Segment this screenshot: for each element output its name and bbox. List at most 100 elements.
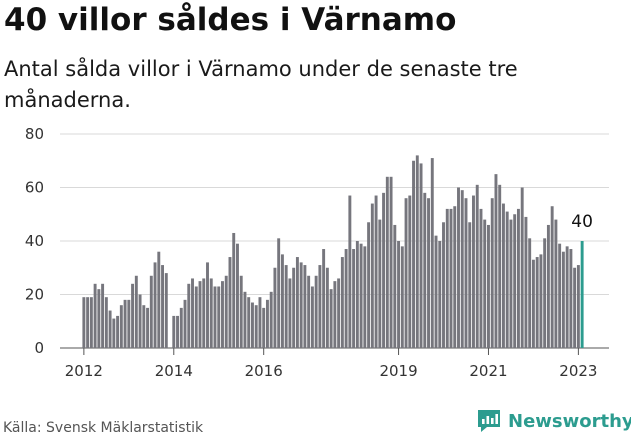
bar — [250, 302, 254, 348]
bar — [258, 297, 262, 348]
bar — [172, 315, 176, 348]
bar — [86, 297, 90, 348]
bar — [273, 267, 277, 348]
bar — [348, 195, 352, 348]
bar — [550, 206, 554, 348]
bar — [355, 241, 359, 348]
bar — [93, 283, 97, 348]
bar — [546, 224, 550, 348]
x-tick-label: 2023 — [559, 362, 597, 380]
bar — [221, 281, 224, 349]
bar — [247, 297, 251, 348]
bar — [520, 187, 524, 348]
bar-chart: 0 20 40 60 80 2012 2014 2016 2019 2021 2023 40 — [25, 125, 609, 380]
bar — [531, 259, 535, 348]
bar — [453, 206, 457, 348]
bar — [206, 262, 209, 348]
y-tick-label: 60 — [25, 179, 44, 197]
bar — [288, 278, 292, 348]
bar — [423, 192, 427, 348]
bar — [576, 265, 580, 348]
bar — [449, 208, 453, 348]
bar — [209, 278, 213, 348]
x-tick-label: 2014 — [155, 362, 193, 380]
bar — [472, 195, 475, 348]
bar — [573, 267, 577, 348]
x-axis-ticks: 2012 2014 2016 2019 2021 2023 — [65, 348, 597, 380]
bar — [528, 238, 532, 348]
bars — [82, 155, 584, 349]
x-tick-label: 2012 — [65, 362, 103, 380]
bar — [314, 275, 318, 348]
bar — [82, 297, 86, 348]
bar — [561, 251, 565, 348]
bar — [524, 216, 528, 348]
latest-value-label: 40 — [571, 212, 593, 232]
bar — [307, 275, 311, 348]
bar — [142, 305, 146, 348]
bar — [277, 238, 281, 348]
y-tick-label: 20 — [25, 286, 44, 304]
bar — [415, 155, 419, 348]
bar — [213, 286, 217, 348]
bar — [539, 254, 543, 349]
bar — [374, 195, 378, 348]
bar — [262, 307, 266, 349]
bar — [378, 219, 382, 348]
bar — [554, 219, 558, 348]
bar — [228, 257, 232, 348]
newsworthy-logo-icon — [478, 410, 500, 432]
bar — [119, 305, 123, 348]
bar — [322, 249, 326, 348]
bar — [232, 232, 236, 348]
bar — [202, 278, 206, 348]
bar — [438, 241, 442, 348]
bar — [468, 222, 472, 348]
bar — [359, 243, 363, 348]
bar — [108, 310, 112, 348]
bar — [460, 190, 464, 348]
bar — [501, 203, 505, 348]
bar — [475, 184, 479, 348]
bar — [498, 184, 502, 348]
bar — [427, 198, 430, 348]
source-note: Källa: Svensk Mäklarstatistik — [3, 420, 204, 436]
bar — [490, 198, 494, 348]
bar — [134, 275, 138, 348]
x-tick-label: 2021 — [469, 362, 507, 380]
bar — [254, 305, 258, 348]
bar — [217, 286, 221, 348]
bar — [265, 299, 269, 348]
bar — [310, 286, 314, 348]
bar — [382, 192, 386, 348]
data-labels: 40 — [571, 212, 593, 232]
bar — [337, 278, 341, 348]
bar — [127, 299, 131, 348]
bar — [370, 203, 374, 348]
bar — [104, 297, 108, 348]
bar — [558, 243, 562, 348]
bar — [269, 291, 273, 348]
bar — [397, 241, 401, 348]
bar — [569, 249, 573, 348]
bar — [344, 249, 348, 348]
bar — [400, 246, 404, 348]
bar — [404, 198, 408, 348]
bar — [176, 315, 179, 348]
bar-latest — [580, 241, 584, 348]
bar — [419, 163, 423, 348]
bar — [299, 262, 303, 348]
bar — [191, 278, 194, 348]
bar — [505, 211, 509, 348]
bar — [483, 219, 487, 348]
y-tick-label: 40 — [25, 232, 44, 250]
bar — [442, 222, 445, 348]
bar — [565, 246, 569, 348]
bar — [112, 318, 116, 348]
x-tick-label: 2016 — [245, 362, 283, 380]
bar — [352, 249, 356, 348]
newsworthy-logo[interactable]: Newsworthy — [476, 408, 631, 434]
bar — [187, 283, 191, 348]
bar — [325, 267, 329, 348]
bar — [157, 251, 161, 348]
